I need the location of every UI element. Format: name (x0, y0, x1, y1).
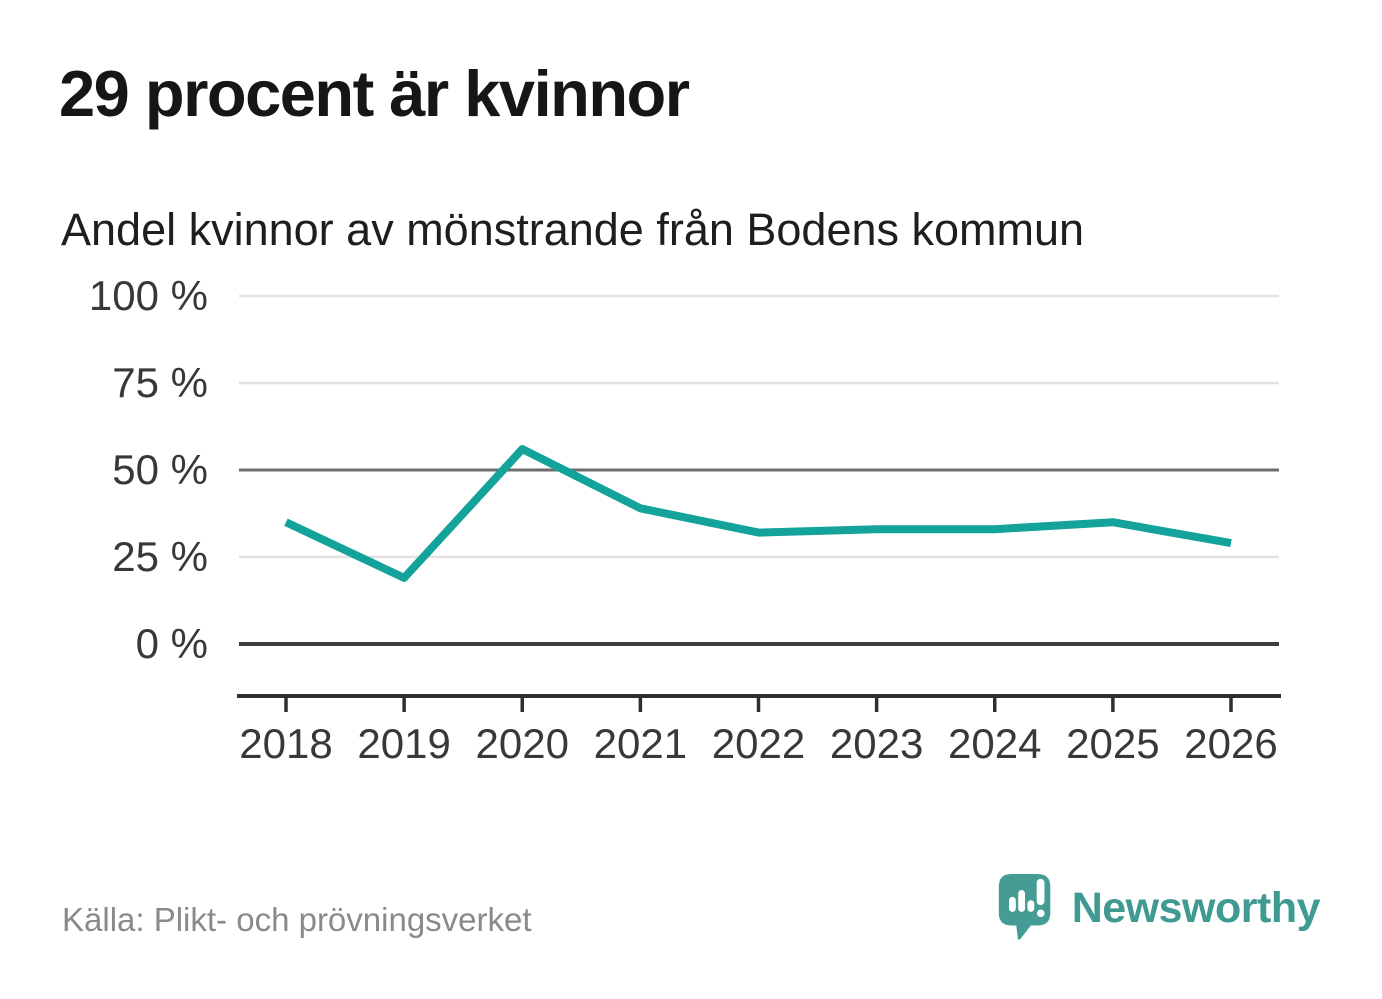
x-tick-label-2022: 2022 (712, 720, 805, 767)
bar-icon-2 (1017, 890, 1025, 912)
source-caption: Källa: Plikt- och prövningsverket (62, 901, 532, 938)
newsworthy-logo: Newsworthy (998, 874, 1321, 942)
exclamation-dot-icon (1036, 909, 1045, 918)
chart-subtitle: Andel kvinnor av mönstrande från Bodens … (61, 204, 1085, 255)
bar-icon-1 (1008, 896, 1016, 912)
exclamation-bar-icon (1036, 878, 1045, 906)
x-tick-label-2023: 2023 (830, 720, 923, 767)
newsworthy-wordmark: Newsworthy (1071, 883, 1321, 932)
y-tick-label-100: 100 % (89, 272, 208, 319)
y-tick-label-0: 0 % (136, 620, 208, 667)
data-line-Andel kvinnor av mönstrande (284, 445, 1232, 582)
y-tick-label-50: 50 % (112, 446, 208, 493)
y-tick-label-75: 75 % (112, 359, 208, 406)
x-tick-label-2025: 2025 (1066, 720, 1159, 767)
x-tick-label-2026: 2026 (1184, 720, 1277, 767)
newsworthy-bubble-icon (998, 874, 1051, 940)
x-tick-label-2018: 2018 (239, 720, 332, 767)
headline: 29 procent är kvinnor (59, 57, 690, 130)
bar-icon-3 (1027, 900, 1034, 912)
x-tick-label-2020: 2020 (476, 720, 569, 767)
x-tick-label-2021: 2021 (594, 720, 687, 767)
y-tick-label-25: 25 % (112, 533, 208, 580)
line-chart: 100 % 75 % 50 % 25 % 0 % 2018 2019 2020 2021 2022… (89, 272, 1281, 767)
x-tick-label-2019: 2019 (357, 720, 450, 767)
x-tick-label-2024: 2024 (948, 720, 1041, 767)
